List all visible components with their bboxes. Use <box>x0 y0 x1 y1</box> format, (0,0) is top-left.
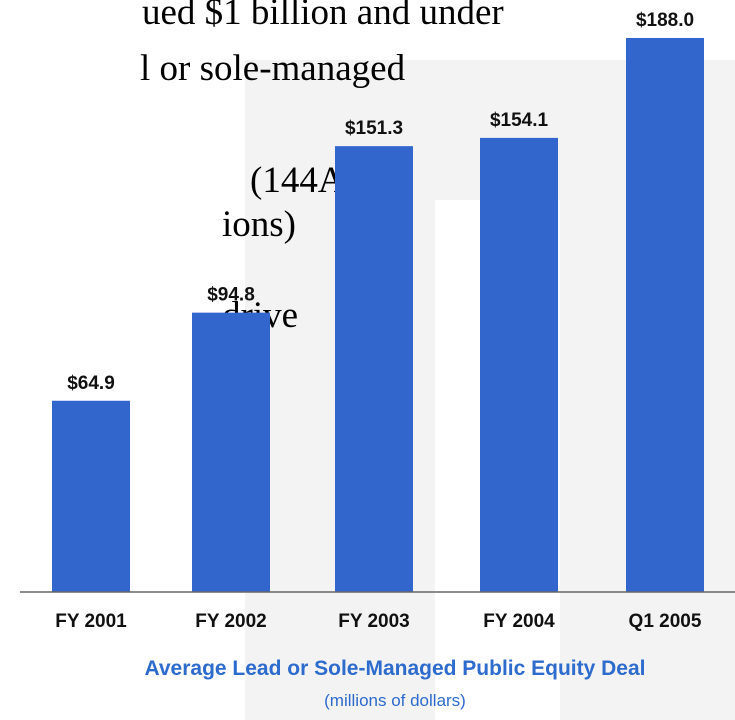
chart-subtitle: (millions of dollars) <box>324 691 466 710</box>
value-label: $64.9 <box>67 373 115 394</box>
x-tick-label: FY 2002 <box>195 611 266 632</box>
bar <box>480 137 558 593</box>
x-tick-label: FY 2003 <box>338 611 409 632</box>
bar <box>626 38 704 592</box>
value-label: $188.0 <box>636 10 694 31</box>
annotation: ued $1 billion and under <box>142 0 504 33</box>
bar <box>192 312 270 592</box>
x-tick-label: Q1 2005 <box>629 611 702 632</box>
value-label: $94.8 <box>207 285 255 306</box>
x-tick-label: FY 2001 <box>55 611 127 632</box>
annotation: l or sole-managed <box>140 48 406 89</box>
bar <box>52 400 130 592</box>
bar <box>335 146 413 592</box>
annotation: ions) <box>222 204 296 245</box>
chart-title: Average Lead or Sole-Managed Public Equi… <box>144 657 645 680</box>
value-label: $154.1 <box>490 110 549 131</box>
value-label: $151.3 <box>345 118 403 139</box>
x-tick-label: FY 2004 <box>483 611 555 632</box>
